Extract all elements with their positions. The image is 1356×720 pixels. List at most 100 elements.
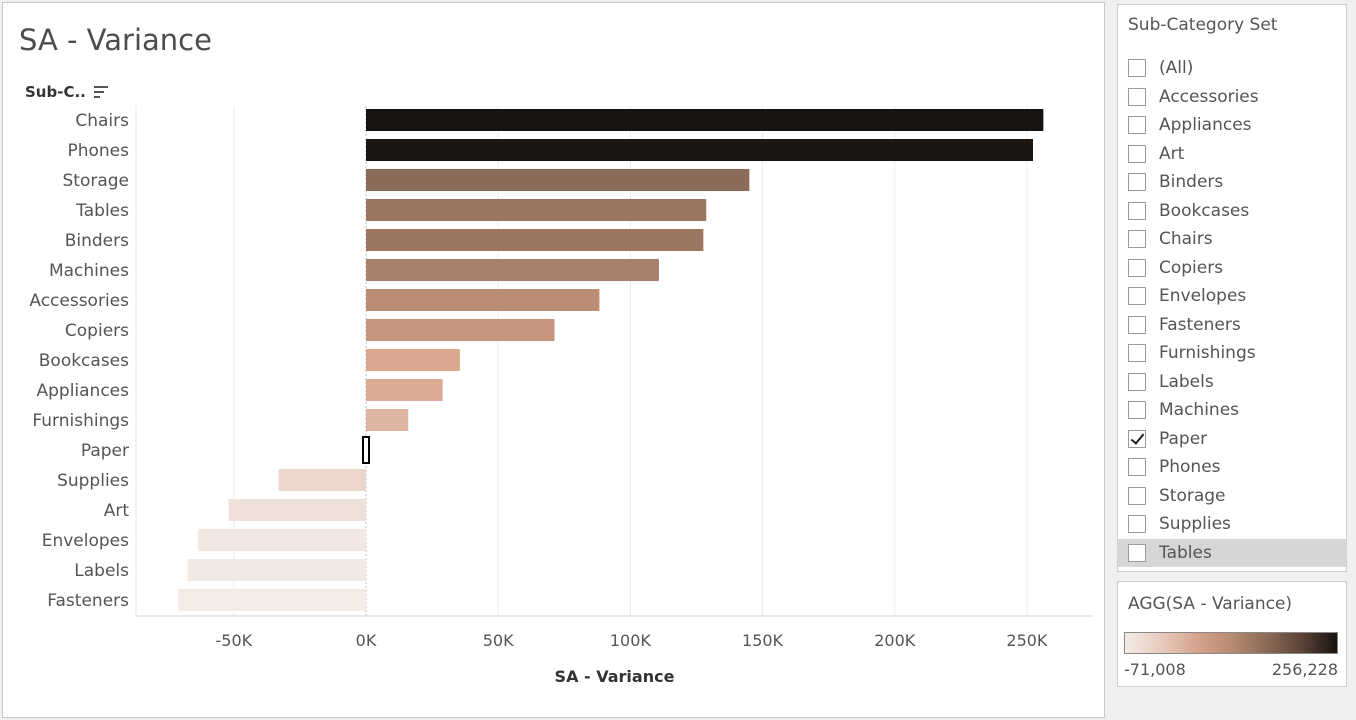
worksheet: SA - Variance Sub-C.. Chairs Phones Storag… [2, 2, 1105, 718]
filter-item[interactable]: Storage [1118, 482, 1346, 511]
bar-supplies[interactable] [278, 469, 366, 491]
filter-item[interactable]: Envelopes [1118, 282, 1346, 311]
filter-item[interactable]: Fasteners [1118, 311, 1346, 340]
filter-checkbox[interactable] [1128, 543, 1146, 562]
filter-checkbox[interactable] [1128, 344, 1146, 363]
category-label: Envelopes [42, 531, 129, 551]
category-label: Machines [49, 261, 129, 281]
filter-checkbox[interactable] [1128, 515, 1146, 534]
filter-item-label: Chairs [1159, 229, 1213, 250]
filter-item-label: Fasteners [1159, 314, 1241, 335]
category-label: Fasteners [47, 591, 129, 611]
filter-item[interactable]: Binders [1118, 168, 1346, 197]
filter-item[interactable]: Appliances [1118, 111, 1346, 140]
legend-max-label: 256,228 [1271, 660, 1338, 679]
filter-checkbox[interactable] [1128, 372, 1146, 391]
bar-labels[interactable] [187, 559, 366, 581]
filter-item[interactable]: Tables [1118, 538, 1346, 567]
filter-checkbox[interactable] [1128, 201, 1146, 220]
bar-storage[interactable] [365, 169, 750, 191]
x-axis-title: SA - Variance [555, 667, 675, 686]
bar-art[interactable] [228, 499, 366, 521]
x-tick-label: 50K [483, 631, 514, 650]
bar-accessories[interactable] [365, 289, 600, 311]
filter-item[interactable]: Supplies [1118, 510, 1346, 539]
legend-title: AGG(SA - Variance) [1128, 594, 1293, 614]
filter-item-label: Art [1159, 143, 1185, 164]
filter-item[interactable]: Accessories [1118, 83, 1346, 112]
filter-item[interactable]: (All) [1118, 54, 1346, 83]
bar-machines[interactable] [365, 259, 659, 281]
x-tick-label: 250K [1006, 631, 1048, 650]
category-label: Copiers [65, 321, 129, 341]
filter-item-label: Phones [1159, 457, 1221, 478]
filter-checkbox[interactable] [1128, 230, 1146, 249]
filter-item[interactable]: Chairs [1118, 225, 1346, 254]
filter-item[interactable]: Phones [1118, 453, 1346, 482]
filter-checkbox[interactable] [1128, 401, 1146, 420]
bar-paper[interactable] [361, 436, 370, 464]
filter-checkbox[interactable] [1128, 315, 1146, 334]
bar-binders[interactable] [365, 229, 704, 251]
sort-descending-icon[interactable] [93, 85, 110, 99]
category-label: Tables [75, 201, 129, 221]
filter-item[interactable]: Machines [1118, 396, 1346, 425]
bar-chairs[interactable] [365, 109, 1044, 131]
category-label: Phones [67, 141, 129, 161]
filter-item-label: Appliances [1159, 115, 1252, 136]
filter-checkbox[interactable] [1128, 287, 1146, 306]
filter-item-label: Bookcases [1159, 200, 1250, 221]
filter-item[interactable]: Art [1118, 140, 1346, 169]
filter-item[interactable]: Labels [1118, 368, 1346, 397]
filter-checkbox[interactable] [1128, 429, 1146, 448]
filter-checkbox[interactable] [1128, 87, 1146, 106]
filter-item[interactable]: Copiers [1118, 254, 1346, 283]
filter-checkbox[interactable] [1128, 59, 1146, 78]
filter-item-label: Furnishings [1159, 343, 1256, 364]
category-label: Storage [62, 171, 129, 191]
bar-tables[interactable] [365, 199, 707, 221]
row-header[interactable]: Sub-C.. [25, 83, 110, 101]
filter-item-label: Supplies [1159, 514, 1231, 535]
filter-item-label: Binders [1159, 172, 1224, 193]
filter-checkbox[interactable] [1128, 116, 1146, 135]
category-label: Art [104, 501, 130, 521]
category-label: Appliances [36, 381, 129, 401]
filter-item[interactable]: Bookcases [1118, 197, 1346, 226]
x-tick-label: 150K [742, 631, 784, 650]
filter-item[interactable]: Furnishings [1118, 339, 1346, 368]
bar-phones[interactable] [365, 139, 1033, 161]
filter-checkbox[interactable] [1128, 458, 1146, 477]
category-label: Labels [74, 561, 129, 581]
filter-item-label: Labels [1159, 371, 1214, 392]
x-tick-label: -50K [216, 631, 253, 650]
filter-item-label: Paper [1159, 428, 1208, 449]
bar-chart: Chairs Phones Storage Tables Binders Machines… [29, 106, 1093, 686]
row-header-label: Sub-C.. [25, 83, 86, 101]
color-ramp [1124, 632, 1338, 654]
category-label: Chairs [75, 111, 129, 131]
color-legend: AGG(SA - Variance) -71,008 256,228 [1117, 581, 1347, 687]
filter-panel: Sub-Category Set (All) Accessories Applian… [1117, 4, 1347, 572]
bar-copiers[interactable] [365, 319, 555, 341]
bar-bookcases[interactable] [365, 349, 460, 371]
legend-min-label: -71,008 [1124, 660, 1186, 679]
sheet-title: SA - Variance [19, 23, 212, 57]
bar-appliances[interactable] [365, 379, 443, 401]
filter-checkbox[interactable] [1128, 258, 1146, 277]
bar-fasteners[interactable] [178, 589, 366, 611]
filter-title: Sub-Category Set [1128, 15, 1278, 35]
filter-item[interactable]: Paper [1118, 425, 1346, 454]
filter-item-label: (All) [1159, 58, 1194, 79]
filter-item-label: Accessories [1159, 86, 1259, 107]
filter-checkbox[interactable] [1128, 173, 1146, 192]
category-label: Supplies [57, 471, 129, 491]
x-tick-label: 0K [356, 631, 377, 650]
filter-checkbox[interactable] [1128, 486, 1146, 505]
filter-list: (All) Accessories Appliances Art Binders Book… [1118, 54, 1346, 567]
bar-furnishings[interactable] [365, 409, 409, 431]
filter-item-label: Storage [1159, 485, 1226, 506]
bar-envelopes[interactable] [198, 529, 366, 551]
category-label: Furnishings [32, 411, 129, 431]
filter-checkbox[interactable] [1128, 144, 1146, 163]
